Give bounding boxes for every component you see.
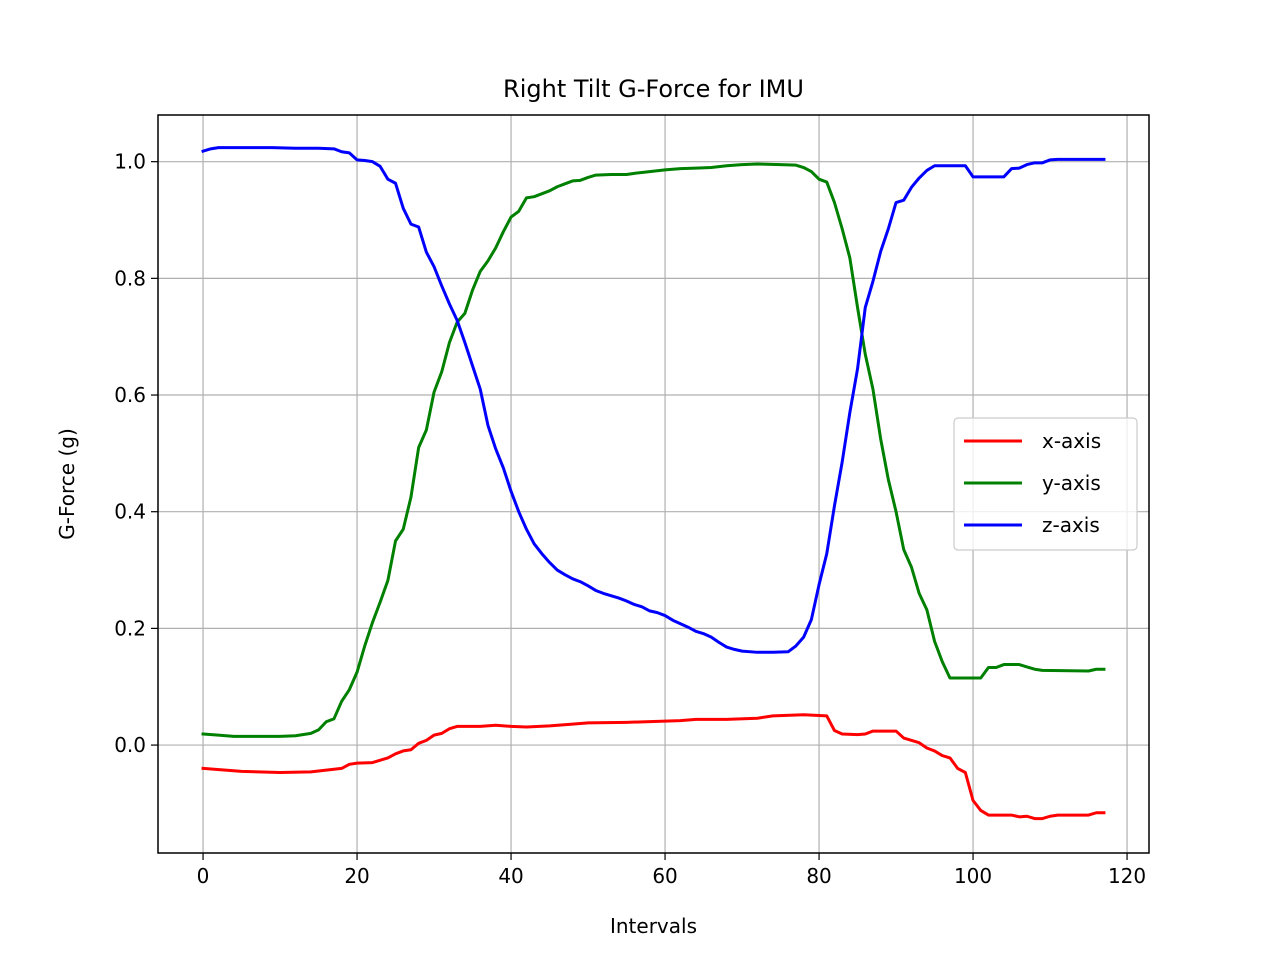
legend-label: x-axis (1042, 429, 1101, 453)
chart-title: Right Tilt G-Force for IMU (503, 75, 804, 103)
y-tick-label: 0.6 (114, 383, 146, 407)
series-line-y-axis (201, 162, 1106, 738)
x-tick-label: 100 (954, 864, 992, 888)
series-line-x-axis (201, 713, 1106, 821)
y-tick-label: 0.4 (114, 500, 146, 524)
x-tick-label: 120 (1108, 864, 1146, 888)
y-tick-label: 0.0 (114, 733, 146, 757)
legend: x-axis y-axis z-axis (953, 417, 1138, 551)
x-ticks: 0 20 40 60 80 100 120 (197, 853, 1146, 888)
x-tick-label: 60 (652, 864, 677, 888)
plot-frame (157, 114, 1150, 854)
x-axis-label: Intervals (610, 914, 697, 938)
y-ticks: 0.0 0.2 0.4 0.6 0.8 1.0 (114, 150, 158, 757)
x-tick-label: 0 (197, 864, 210, 888)
legend-box (953, 417, 1138, 551)
series-line-z-axis (201, 146, 1106, 654)
x-tick-label: 80 (806, 864, 831, 888)
y-tick-label: 0.2 (114, 616, 146, 640)
legend-label: z-axis (1042, 513, 1100, 537)
plot-series (201, 146, 1106, 821)
x-tick-label: 20 (344, 864, 369, 888)
y-tick-label: 1.0 (114, 150, 146, 174)
legend-label: y-axis (1042, 471, 1101, 495)
y-tick-label: 0.8 (114, 266, 146, 290)
x-tick-label: 40 (498, 864, 523, 888)
y-axis-label: G-Force (g) (55, 428, 79, 539)
